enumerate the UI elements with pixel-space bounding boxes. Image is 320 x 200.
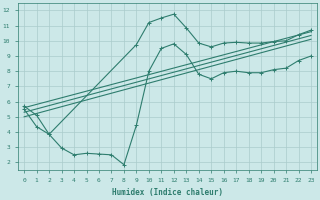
X-axis label: Humidex (Indice chaleur): Humidex (Indice chaleur) (112, 188, 223, 197)
